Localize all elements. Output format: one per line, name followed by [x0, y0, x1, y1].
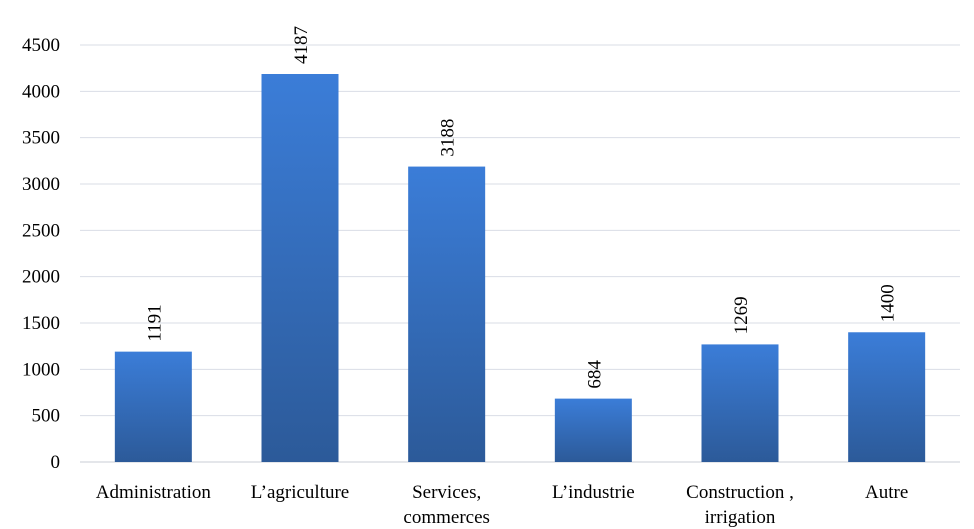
data-label: 1400 — [878, 284, 899, 322]
x-axis: Administration L’agriculture Services, comm… — [96, 482, 908, 528]
y-tick-label: 4500 — [22, 35, 60, 56]
data-label: 1269 — [731, 296, 752, 334]
bars — [114, 74, 926, 462]
category-label: Administration — [96, 482, 212, 503]
y-tick-label: 2000 — [22, 267, 60, 288]
y-tick-label: 2500 — [22, 220, 60, 241]
bar — [114, 351, 192, 462]
y-axis: 0 500 1000 1500 2000 2500 3000 3500 4000 4500 — [22, 35, 60, 473]
y-tick-label: 1500 — [22, 313, 60, 334]
data-label: 3188 — [438, 119, 459, 157]
y-tick-label: 3500 — [22, 128, 60, 149]
category-label: Autre — [865, 482, 908, 503]
data-label: 1191 — [144, 304, 165, 341]
bar — [848, 332, 926, 462]
bar — [554, 398, 632, 462]
y-tick-label: 1000 — [22, 359, 60, 380]
data-label: 684 — [584, 360, 605, 389]
category-label: Services, commerces — [403, 482, 490, 528]
data-label: 4187 — [291, 26, 312, 64]
category-label: L’industrie — [552, 482, 635, 503]
category-label: Construction , irrigation — [686, 482, 794, 528]
bar — [408, 166, 486, 462]
y-tick-label: 0 — [51, 452, 61, 473]
data-labels: 1191 4187 3188 684 1269 1400 — [144, 26, 898, 389]
bar — [261, 74, 339, 462]
category-label: L’agriculture — [251, 482, 349, 503]
y-tick-label: 4000 — [22, 81, 60, 102]
bar — [701, 344, 779, 462]
y-tick-label: 3000 — [22, 174, 60, 195]
y-tick-label: 500 — [32, 406, 61, 427]
gridlines — [80, 44, 960, 463]
